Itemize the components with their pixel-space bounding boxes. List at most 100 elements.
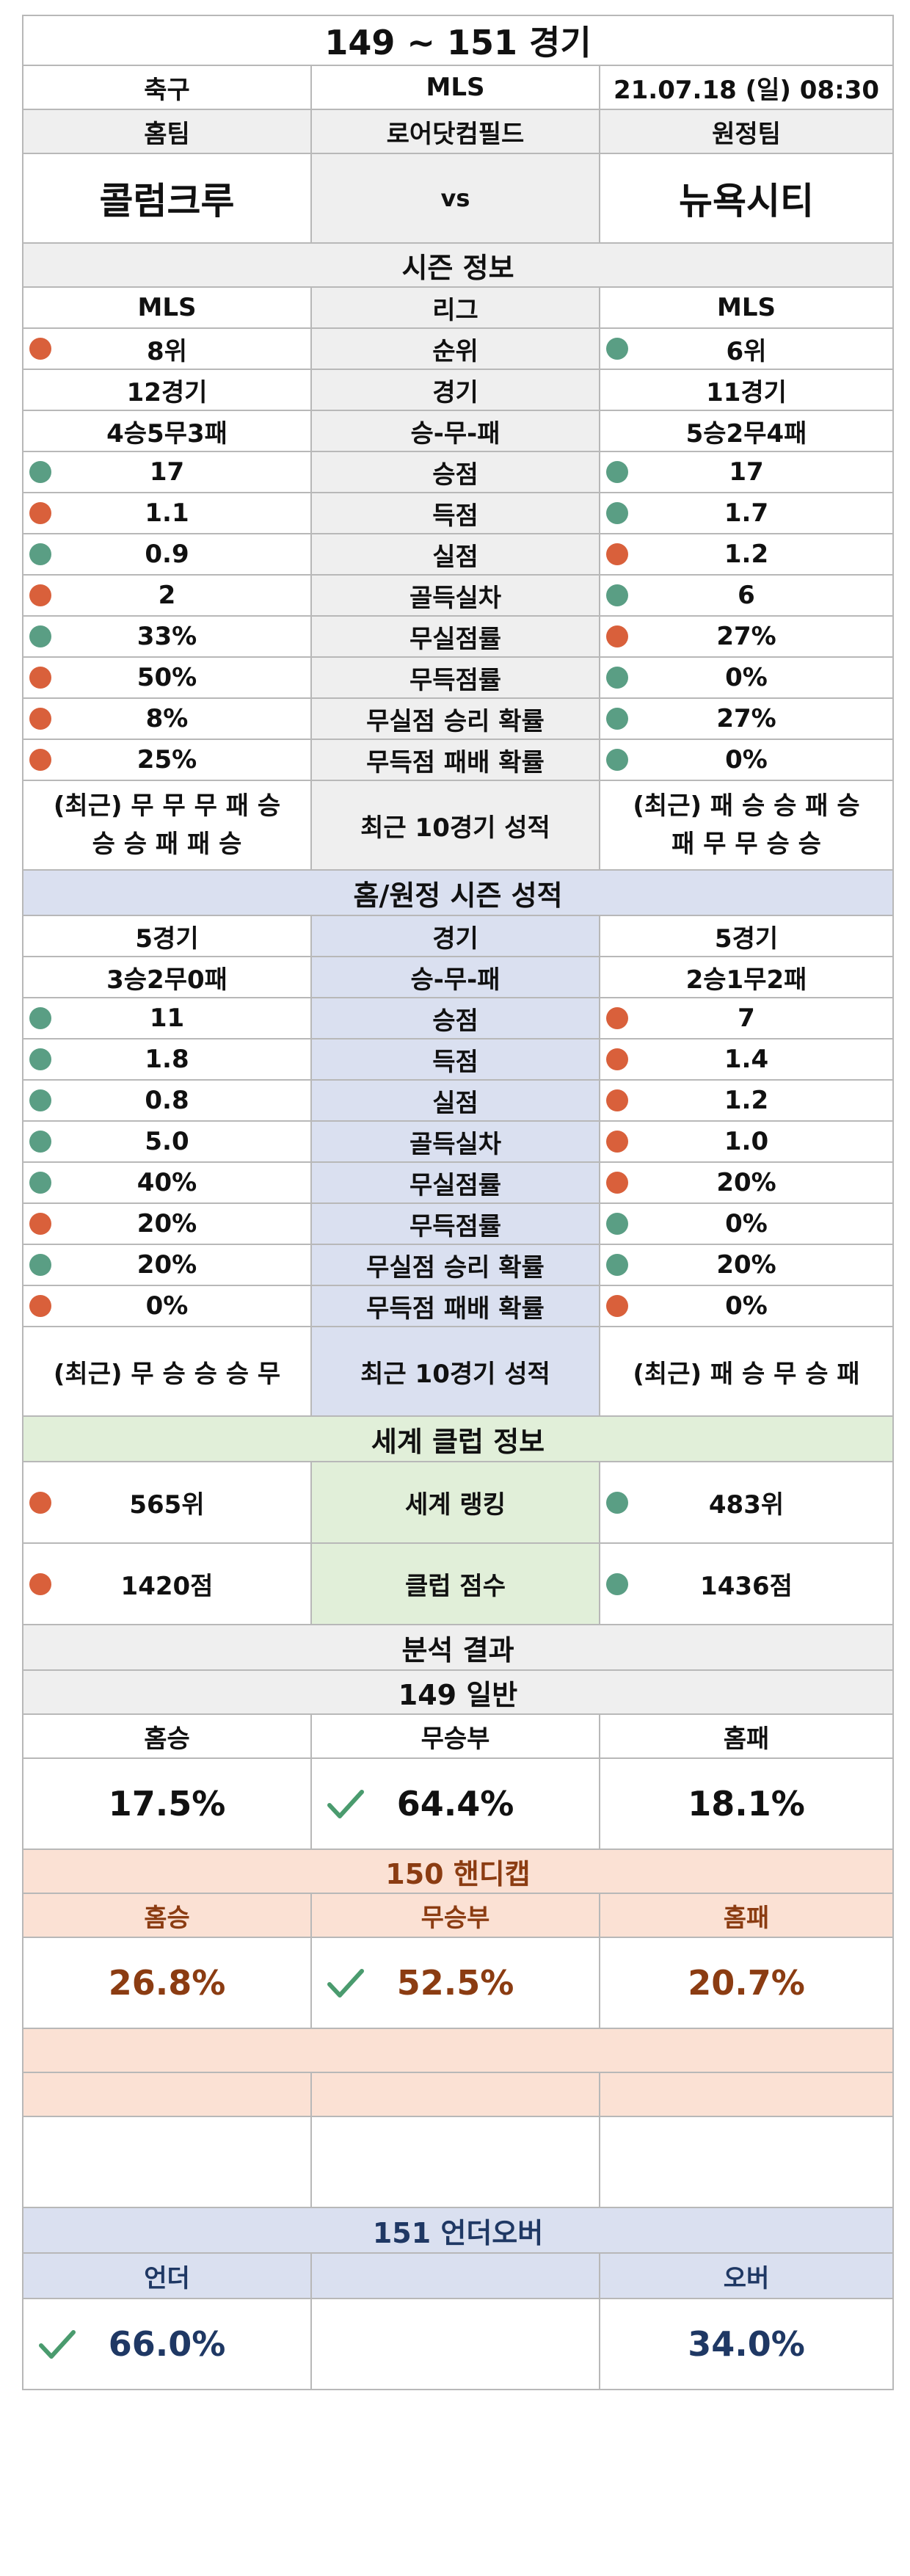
homeaway-away-value: 0%: [725, 1291, 768, 1321]
homeaway-label-value: 득점: [432, 1047, 478, 1077]
handicap-draw-value: 52.5%: [396, 1963, 514, 2003]
status-dot-icon: [606, 1131, 628, 1153]
blank-row-1: [21, 2028, 895, 2073]
status-dot-icon: [606, 708, 628, 730]
season-home-value: 0.9: [145, 540, 189, 569]
homeaway-away-cell: 20%: [598, 1244, 895, 1286]
season-away-value: 6위: [726, 336, 767, 366]
handicap-draw-cell: 52.5%: [310, 1937, 600, 2029]
status-dot-icon: [29, 1572, 51, 1595]
status-dot-icon: [29, 1172, 51, 1194]
status-dot-icon: [606, 625, 628, 647]
homeaway-home-value: 0.8: [145, 1086, 189, 1115]
season-away-value: 0%: [725, 663, 768, 692]
check-icon: [39, 2330, 76, 2359]
homeaway-home-value: 40%: [136, 1168, 197, 1197]
vs-label: vs: [310, 153, 600, 244]
homeaway-home-cell: 11: [22, 997, 312, 1040]
general-home-win-value: 17.5%: [22, 1757, 312, 1850]
homeaway-home-cell: 20%: [22, 1244, 312, 1286]
homeaway-home-cell: 0%: [22, 1285, 312, 1327]
season-home-cell: 8%: [22, 697, 312, 740]
season-away-cell: 0%: [598, 656, 895, 699]
blank-cell: [310, 2298, 600, 2390]
homeaway-row: 11 승점 7: [22, 997, 895, 1040]
season-home-cell: 50%: [22, 656, 312, 699]
homeaway-label-cell: 무득점 패배 확률: [310, 1285, 600, 1327]
status-dot-icon: [29, 338, 51, 360]
homeaway-row: 0.8 실점 1.2: [22, 1079, 895, 1122]
match-title: 149 ~ 151 경기: [21, 15, 895, 66]
status-dot-icon: [606, 461, 628, 483]
over-value: 34.0%: [598, 2298, 895, 2390]
season-home-value: 2: [158, 581, 176, 610]
season-away-cell: 1.2: [598, 533, 895, 576]
league-label: MLS: [310, 65, 600, 110]
status-dot-icon: [29, 461, 51, 483]
season-home-value: 17: [149, 457, 185, 487]
homeaway-row: 5경기 경기 5경기: [22, 915, 895, 957]
status-dot-icon: [606, 1491, 628, 1514]
world-row: 1420점 클럽 점수 1436점: [22, 1542, 895, 1625]
season-away-value: 17: [729, 457, 764, 487]
season-rows: MLS 리그 MLS 8위 순위 6위 12경기 경기 11경기 4승5무3패 승-무-패 5승2무4…: [22, 286, 895, 781]
status-dot-icon: [29, 502, 51, 524]
homeaway-home-cell: 0.8: [22, 1079, 312, 1122]
season-label-value: 무득점률: [409, 665, 502, 695]
season-away-cell: 27%: [598, 697, 895, 740]
season-away-value: 0%: [725, 745, 768, 774]
status-dot-icon: [606, 543, 628, 565]
season-home-cell: 33%: [22, 615, 312, 658]
world-label-cell: 클럽 점수: [310, 1542, 600, 1625]
season-away-value: 6: [738, 581, 755, 610]
blank-cell: [598, 2116, 895, 2208]
season-label-cell: 무실점 승리 확률: [310, 697, 600, 740]
season-home-cell: 1.1: [22, 492, 312, 534]
season-away-cell: 5승2무4패: [598, 410, 895, 452]
homeaway-label-value: 무실점률: [409, 1170, 502, 1200]
blank-cell: [310, 2072, 600, 2117]
status-dot-icon: [606, 338, 628, 360]
homeaway-row: 1.8 득점 1.4: [22, 1038, 895, 1081]
world-away-value: 483위: [708, 1490, 785, 1520]
season-row: 12경기 경기 11경기: [22, 369, 895, 411]
season-recent-label: 최근 10경기 성적: [310, 780, 600, 871]
homeaway-recent-label: 최근 10경기 성적: [310, 1326, 600, 1417]
status-dot-icon: [29, 1491, 51, 1514]
status-dot-icon: [29, 543, 51, 565]
status-dot-icon: [29, 1089, 51, 1111]
homeaway-rows: 5경기 경기 5경기 3승2무0패 승-무-패 2승1무2패 11 승점 7 1.8 득점 1.4 0.…: [22, 915, 895, 1327]
season-label-value: 승점: [432, 460, 478, 490]
homeaway-away-cell: 5경기: [598, 915, 895, 957]
world-home-value: 565위: [129, 1490, 205, 1520]
season-home-value: MLS: [137, 293, 197, 322]
homeaway-home-value: 20%: [136, 1209, 197, 1238]
home-team-label: 홈팀: [22, 109, 312, 154]
world-away-cell: 483위: [598, 1461, 895, 1544]
homeaway-home-cell: 3승2무0패: [22, 956, 312, 998]
venue-label: 로어닷컴필드: [310, 109, 600, 154]
season-label-value: 리그: [432, 295, 478, 325]
season-home-cell: 2: [22, 574, 312, 617]
season-row: 17 승점 17: [22, 451, 895, 493]
homeaway-label-value: 무실점 승리 확률: [366, 1252, 545, 1282]
season-home-cell: 8위: [22, 327, 312, 370]
homeaway-away-cell: 1.2: [598, 1079, 895, 1122]
homeaway-home-cell: 5경기: [22, 915, 312, 957]
season-row: 4승5무3패 승-무-패 5승2무4패: [22, 410, 895, 452]
season-away-value: 1.2: [724, 540, 769, 569]
season-away-cell: MLS: [598, 286, 895, 329]
homeaway-home-cell: 40%: [22, 1161, 312, 1204]
homeaway-recent-away: (최근) 패 승 무 승 패: [598, 1326, 895, 1417]
general-home-loss-value: 18.1%: [598, 1757, 895, 1850]
general-draw-cell: 64.4%: [310, 1757, 600, 1850]
status-dot-icon: [606, 1172, 628, 1194]
homeaway-row: 3승2무0패 승-무-패 2승1무2패: [22, 956, 895, 998]
homeaway-label-cell: 무득점률: [310, 1202, 600, 1245]
homeaway-away-cell: 0%: [598, 1202, 895, 1245]
status-dot-icon: [606, 667, 628, 689]
season-label-value: 승-무-패: [410, 418, 500, 449]
check-icon: [327, 1790, 364, 1818]
homeaway-label-value: 무득점률: [409, 1211, 502, 1241]
